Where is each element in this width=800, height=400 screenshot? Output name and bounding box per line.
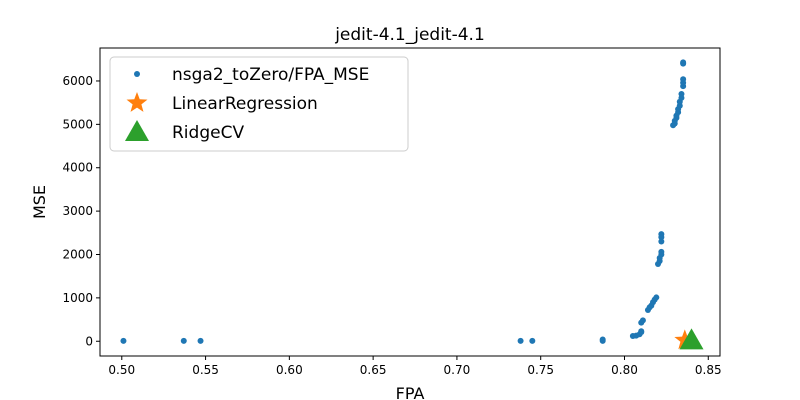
data-point — [639, 317, 646, 324]
y-axis: 0 1000 2000 3000 4000 5000 6000 — [62, 74, 100, 348]
x-axis-title: FPA — [396, 384, 425, 400]
legend-marker-star — [126, 92, 148, 112]
data-point — [180, 337, 187, 344]
chart-title: jedit-4.1_jedit-4.1 — [334, 25, 485, 45]
legend-label: nsga2_toZero/FPA_MSE — [172, 65, 369, 85]
y-tick-label: 4000 — [62, 161, 93, 175]
data-point — [197, 337, 204, 344]
series-star — [674, 329, 696, 350]
data-point — [680, 59, 687, 66]
series-circle — [120, 59, 687, 344]
y-tick-label: 5000 — [62, 117, 93, 131]
data-point — [658, 231, 665, 238]
x-tick-label: 0.60 — [276, 363, 303, 377]
data-point — [120, 337, 127, 344]
y-tick-label: 1000 — [62, 291, 93, 305]
data-point — [679, 328, 704, 350]
data-point — [517, 337, 524, 344]
data-point — [638, 328, 645, 335]
x-tick-label: 0.85 — [695, 363, 722, 377]
legend-box — [109, 56, 409, 152]
legend-marker-triangle — [125, 120, 149, 141]
y-tick-label: 0 — [85, 334, 93, 348]
data-point — [678, 90, 685, 97]
legend-label: LinearRegression — [172, 94, 318, 114]
x-tick-label: 0.70 — [444, 363, 471, 377]
axes-frame — [99, 47, 721, 357]
data-point — [658, 248, 665, 255]
x-tick-label: 0.80 — [611, 363, 638, 377]
plot-area — [120, 59, 704, 350]
y-axis-title: MSE — [30, 185, 49, 219]
legend-label: RidgeCV — [172, 123, 244, 143]
x-axis: 0.50 0.55 0.60 0.65 0.70 0.75 0.80 0.85 — [108, 356, 722, 377]
y-tick-label: 6000 — [62, 74, 93, 88]
data-point — [680, 76, 687, 83]
data-point — [599, 336, 606, 343]
y-tick-label: 2000 — [62, 247, 93, 261]
data-point — [529, 337, 536, 344]
x-tick-label: 0.50 — [108, 363, 135, 377]
x-tick-label: 0.75 — [527, 363, 554, 377]
data-point — [674, 329, 696, 350]
y-tick-label: 3000 — [62, 204, 93, 218]
data-point — [653, 294, 660, 301]
data-point — [658, 238, 665, 245]
x-tick-label: 0.65 — [360, 363, 387, 377]
legend: nsga2_toZero/FPA_MSE LinearRegression Ridg… — [109, 56, 409, 152]
x-tick-label: 0.55 — [192, 363, 219, 377]
series-triangle — [679, 328, 704, 350]
legend-marker-circle — [134, 71, 140, 77]
